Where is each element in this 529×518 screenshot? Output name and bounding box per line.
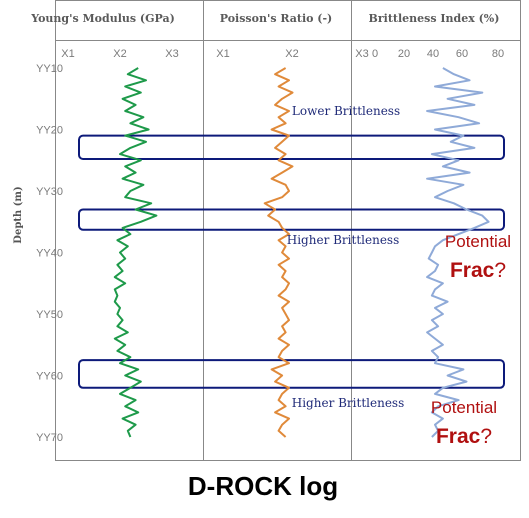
y-axis-label: Depth (m) (13, 186, 24, 243)
highlight-zone-box (78, 208, 505, 231)
track-1-scale-tick: X1 (61, 48, 74, 60)
track-3-scale-tick: 20 (398, 48, 410, 60)
depth-tick-label: YY70 (36, 432, 63, 444)
track-1-log-curve (113, 67, 158, 438)
track-2-scale-tick: X1 (216, 48, 229, 60)
frac-question-span: ? (494, 259, 506, 282)
frac-bold-span: Frac (436, 425, 481, 448)
track-1-scale-tick: X2 (113, 48, 126, 60)
depth-tick-label: YY60 (36, 371, 63, 383)
track-1-title: Young's Modulus (GPa) (30, 12, 175, 25)
highlight-zone-box (78, 134, 505, 161)
track-1-scale-tick: X3 (165, 48, 178, 60)
track-2-log-curve (263, 67, 294, 438)
frac-question-span: ? (480, 425, 492, 448)
frac-callout-text: Frac? (436, 425, 492, 448)
brittleness-annotation: Lower Brittleness (292, 104, 400, 118)
track-3-log-curve (426, 67, 490, 438)
frac-bold-span: Frac (450, 259, 495, 282)
track-3-scale-tick: 60 (456, 48, 468, 60)
potential-callout-text: Potential (431, 398, 497, 417)
depth-tick-label: YY20 (36, 125, 63, 137)
track-2-title: Poisson's Ratio (-) (220, 12, 333, 25)
highlight-zone-box (78, 359, 505, 389)
track-3-scale-tick: 40 (427, 48, 439, 60)
track-3-scale-tick: 0 (372, 48, 378, 60)
brittleness-annotation: Higher Brittleness (292, 396, 405, 410)
brittleness-annotation: Higher Brittleness (287, 233, 400, 247)
frac-callout-text: Frac? (450, 259, 506, 282)
track-3-title: Brittleness Index (%) (369, 12, 500, 25)
depth-tick-label: YY50 (36, 309, 63, 321)
potential-callout-text: Potential (445, 232, 511, 251)
track-2-scale-tick: X3 (355, 48, 368, 60)
track-2-scale-tick: X2 (285, 48, 298, 60)
depth-tick-label: YY30 (36, 186, 63, 198)
depth-tick-label: YY10 (36, 63, 63, 75)
depth-tick-label: YY40 (36, 248, 63, 260)
figure-caption: D-ROCK log (188, 471, 338, 501)
track-3-scale-tick: 80 (492, 48, 504, 60)
log-frame (55, 0, 521, 461)
